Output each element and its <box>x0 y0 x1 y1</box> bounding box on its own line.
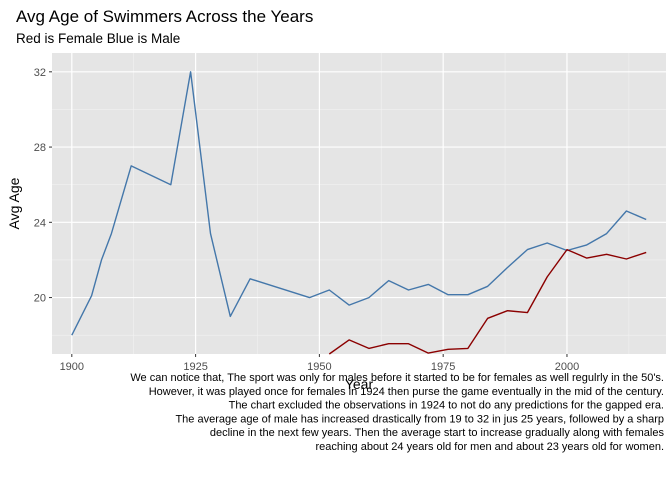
caption-line: However, it was played once for females … <box>149 386 664 398</box>
x-tick-label: 1900 <box>60 361 84 373</box>
y-tick-label: 28 <box>34 142 46 154</box>
y-tick-label: 32 <box>34 67 46 79</box>
series-line-2 <box>328 248 647 355</box>
x-axis-title: Year <box>345 376 374 392</box>
caption-line: decline in the next few years. Then the … <box>210 427 665 439</box>
x-tick-label: 1925 <box>183 361 207 373</box>
y-axis: 20 24 28 32 <box>34 67 52 305</box>
y-tick-label: 20 <box>34 293 46 305</box>
x-tick-label: 2000 <box>555 361 579 373</box>
x-axis: 1900 1925 1950 1975 2000 <box>60 354 579 373</box>
chart-title: Avg Age of Swimmers Across the Years <box>16 7 313 26</box>
caption-line: The chart excluded the observations in 1… <box>229 400 664 412</box>
caption-line: We can notice that, The sport was only f… <box>130 372 664 384</box>
series-line-1 <box>71 71 647 336</box>
caption-line: reaching about 24 years old for men and … <box>315 441 664 453</box>
caption: We can notice that, The sport was only f… <box>130 372 664 453</box>
x-tick-label: 1950 <box>307 361 331 373</box>
grid-lines <box>52 53 666 354</box>
series-layer <box>71 71 647 355</box>
y-axis-title: Avg Age <box>6 177 22 229</box>
caption-line: The average age of male has increased dr… <box>175 413 664 425</box>
plot-panel <box>52 53 666 354</box>
y-tick-label: 24 <box>34 217 46 229</box>
x-tick-label: 1975 <box>431 361 455 373</box>
chart-subtitle: Red is Female Blue is Male <box>16 31 180 46</box>
